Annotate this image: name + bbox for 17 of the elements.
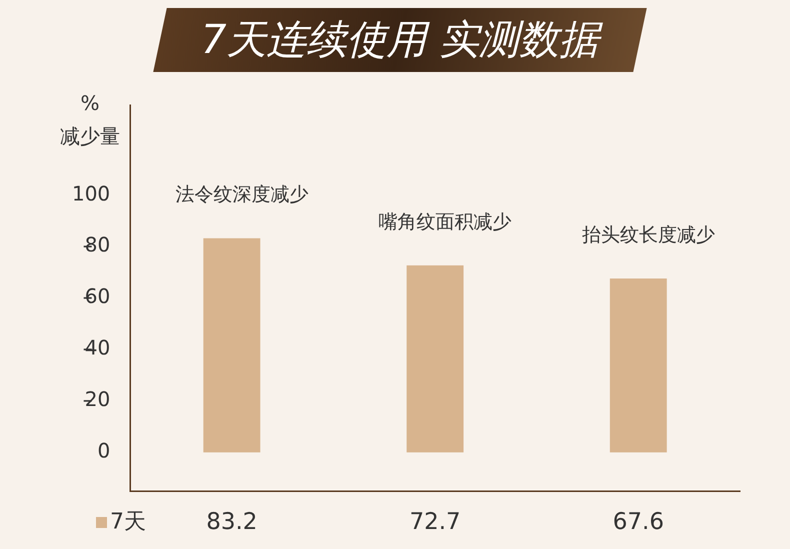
x-tick-label: 嘴角纹面积减少	[378, 210, 512, 233]
legend-label: 7天	[110, 510, 146, 535]
data-label: 72.7	[409, 508, 461, 535]
y-tick-label: 40	[84, 336, 110, 360]
y-tick-label: 60	[84, 284, 110, 308]
y-tick-label: 20	[84, 387, 110, 412]
bar	[610, 278, 667, 452]
y-tick-label: 80	[84, 232, 110, 257]
x-tick-label: 法令纹深度减少	[175, 184, 308, 206]
data-label: 67.6	[612, 508, 664, 535]
y-axis-title: % 减少量	[60, 91, 120, 148]
data-label: 83.2	[206, 508, 258, 535]
x-tick-label: 抬头纹长度减少	[582, 224, 715, 246]
y-tick-label: 0	[97, 438, 110, 463]
bar	[203, 238, 260, 452]
bar	[406, 265, 464, 452]
y-tick-label: 100	[72, 181, 110, 206]
